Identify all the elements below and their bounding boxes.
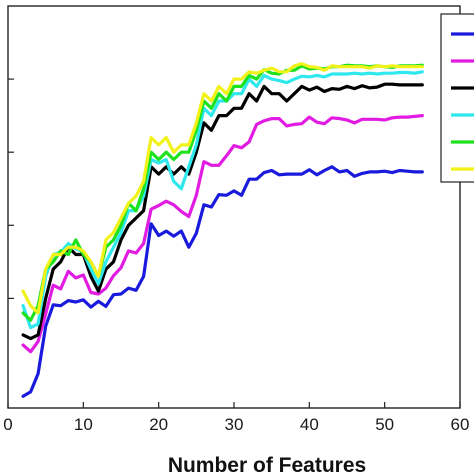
series-line-1 [21, 165, 424, 398]
series-line-5 [21, 63, 424, 322]
legend-box [440, 13, 474, 183]
x-tick-label: 30 [225, 415, 244, 434]
series-line-3 [21, 82, 424, 341]
plot-series [21, 62, 424, 398]
series-line-2 [21, 113, 424, 354]
x-tick-label: 40 [300, 415, 319, 434]
y-axis-ticks [8, 78, 14, 299]
x-tick-label: 0 [3, 415, 12, 434]
legend [440, 13, 474, 183]
x-tick-label: 50 [375, 415, 394, 434]
x-axis-title: Number of Features [168, 454, 366, 474]
x-tick-label: 60 [451, 415, 470, 434]
plot-frame [7, 5, 461, 409]
x-tick-label: 20 [149, 415, 168, 434]
series-line-4 [21, 70, 424, 330]
x-axis-ticks: 0 10 20 30 40 50 60 [3, 402, 469, 434]
x-tick-label: 10 [74, 415, 93, 434]
series-line-6 [21, 62, 424, 315]
